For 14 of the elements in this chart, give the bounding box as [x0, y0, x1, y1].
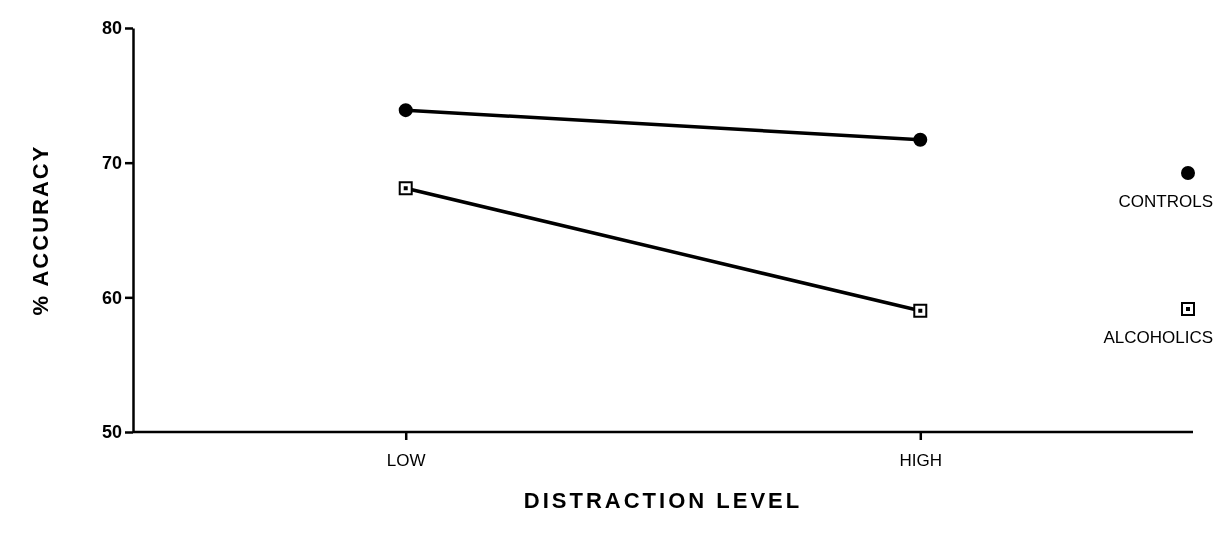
x-tick-label: HIGH [899, 451, 943, 471]
point [913, 132, 928, 147]
x-axis-title: DISTRACTION LEVEL [523, 488, 803, 513]
legend-label: CONTROLS [1118, 191, 1213, 211]
y-tick-label: 70 [101, 152, 122, 173]
point [398, 103, 413, 118]
point [398, 181, 413, 196]
x-tick-label: LOW [386, 451, 426, 471]
y-tick-label: 80 [101, 18, 122, 39]
y-tick-label: 50 [101, 422, 122, 443]
y-tick-label: 60 [101, 287, 122, 308]
legend-label: ALCOHOLICS [1103, 327, 1213, 347]
point [913, 303, 928, 318]
y-axis-title: % ACCURACY [28, 144, 53, 316]
